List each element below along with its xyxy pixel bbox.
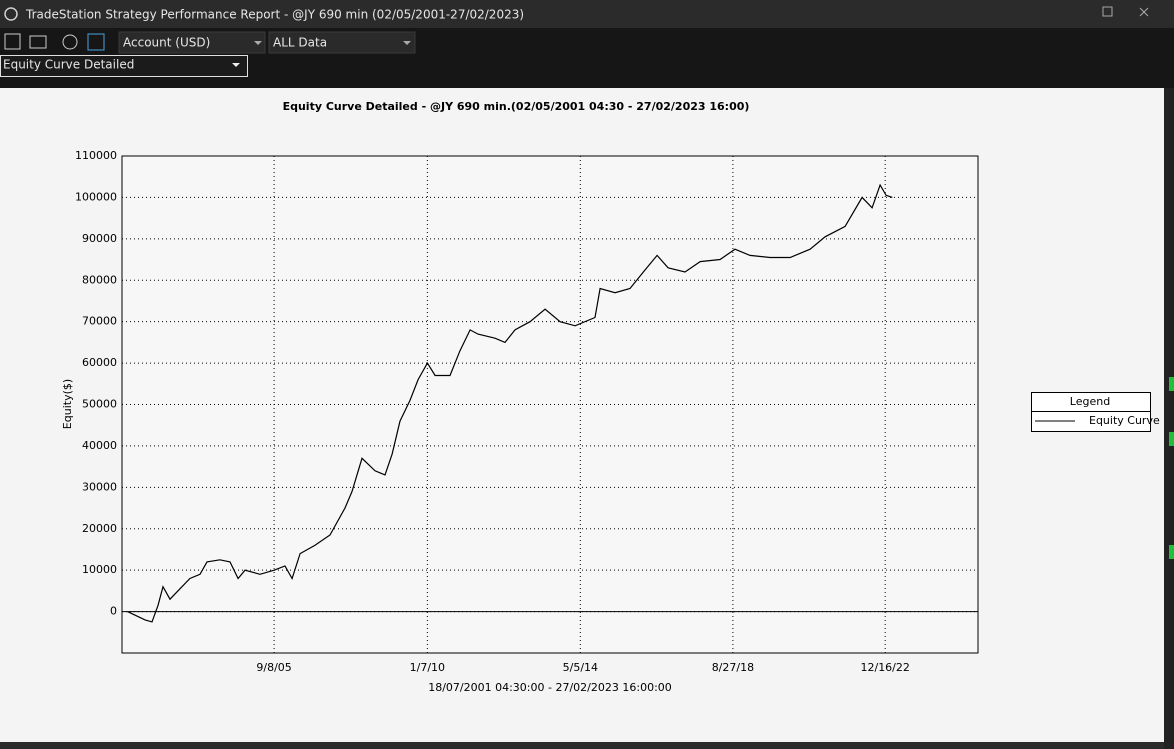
x-tick-label: 9/8/05 [256, 661, 291, 674]
chart-title: Equity Curve Detailed - @JY 690 min.(02/… [283, 100, 750, 113]
y-tick-label: 90000 [82, 232, 117, 245]
y-tick-label: 20000 [82, 522, 117, 535]
y-tick-label: 40000 [82, 439, 117, 452]
equity-line [127, 183, 893, 623]
window-title: TradeStation Strategy Performance Report… [25, 8, 524, 22]
plot-frame [121, 155, 979, 654]
settings-button[interactable] [87, 33, 105, 51]
tab-strip [0, 742, 1164, 749]
x-tick-label: 8/27/18 [712, 661, 754, 674]
dropdown-arrow [403, 41, 411, 45]
indicator [1169, 432, 1174, 446]
y-tick-label: 100000 [75, 190, 117, 203]
indicator [1169, 377, 1174, 391]
y-tick-label: 30000 [82, 480, 117, 493]
x-axis-label: 18/07/2001 04:30:00 - 27/02/2023 16:00:0… [428, 681, 672, 694]
y-tick-label: 10000 [82, 563, 117, 576]
print-button[interactable] [29, 35, 47, 49]
scroll-strip [1164, 88, 1174, 749]
account-dropdown[interactable] [118, 31, 266, 54]
maximize-button[interactable] [1102, 6, 1113, 17]
y-tick-label: 50000 [82, 398, 117, 411]
close-button[interactable] [1139, 7, 1149, 17]
range-dropdown[interactable] [268, 31, 416, 54]
save-button[interactable] [4, 33, 21, 50]
view-label: Equity Curve Detailed [3, 58, 134, 72]
title-bar [0, 0, 1174, 28]
indicator [1169, 545, 1174, 559]
y-tick-label: 0 [110, 605, 117, 618]
legend-label: Equity Curve [1089, 414, 1160, 427]
y-tick-label: 80000 [82, 273, 117, 286]
app-icon [4, 7, 18, 21]
refresh-button[interactable] [62, 34, 78, 50]
view-dropdown[interactable] [0, 55, 248, 77]
dropdown-arrow [232, 63, 240, 67]
y-tick-label: 60000 [82, 356, 117, 369]
dropdown-arrow [254, 41, 262, 45]
legend-title: Legend [1070, 395, 1110, 408]
y-tick-label: 110000 [75, 149, 117, 162]
y-tick-label: 70000 [82, 315, 117, 328]
range-label: ALL Data [273, 36, 327, 50]
y-axis-label: Equity($) [61, 379, 74, 429]
x-tick-label: 1/7/10 [410, 661, 445, 674]
account-label: Account (USD) [123, 36, 210, 50]
x-tick-label: 5/5/14 [563, 661, 598, 674]
x-tick-label: 12/16/22 [860, 661, 909, 674]
